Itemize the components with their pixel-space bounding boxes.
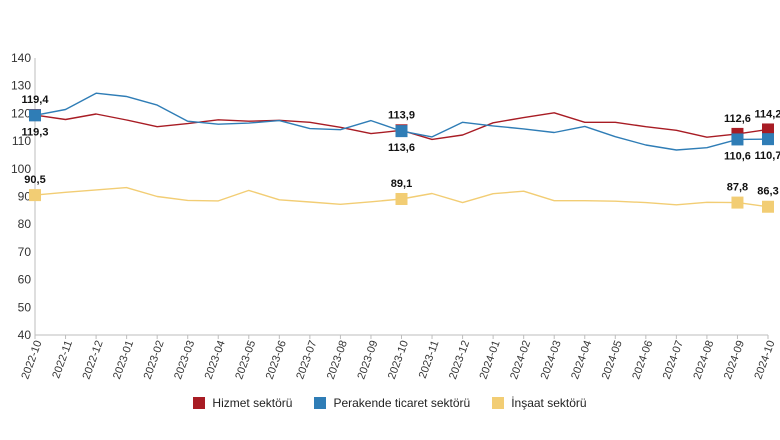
x-tick-label: 2023-04 [203,339,228,381]
x-tick-label: 2022-11 [50,339,75,380]
y-tick-label: 120 [11,106,31,120]
series-marker-1 [29,109,41,122]
x-tick-label: 2024-05 [600,339,625,381]
y-tick-label: 100 [11,162,31,176]
series-marker-1 [731,133,744,146]
series-marker-1 [395,125,408,138]
x-tick-label: 2023-03 [172,339,197,381]
y-tick-label: 90 [18,190,32,204]
data-label: 119,4 [22,94,50,106]
data-labels: 119,4 113,9 112,6 114,2 119,3 113,6 110,6 110,7… [22,94,780,198]
x-tick-label: 2024-01 [478,339,503,381]
data-label: 119,3 [22,126,49,138]
x-tick-label: 2023-12 [447,339,472,381]
legend-label-perakende: Perakende ticaret sektörü [333,396,471,410]
y-axis: 40 50 60 70 80 90 100 110 120 130 140 [11,51,36,342]
series-marker-1 [762,133,774,146]
x-tick-label: 2024-07 [661,339,686,381]
x-tick-label: 2023-09 [355,339,380,381]
x-tick-label: 2023-07 [294,339,319,381]
y-tick-label: 130 [11,79,31,93]
x-tick-label: 2023-02 [142,339,167,381]
x-tick-label: 2024-03 [539,339,564,381]
data-label: 114,2 [755,108,780,120]
data-label: 86,3 [757,186,778,198]
legend-swatch-insaat [492,397,505,409]
x-tick-label: 2024-09 [722,339,747,381]
legend-swatch-perakende [314,397,327,409]
series-marker-2 [29,189,41,202]
data-label: 87,8 [727,182,748,194]
x-tick-label: 2023-06 [264,339,289,381]
x-tick-label: 2023-01 [111,339,136,381]
x-tick-label: 2022-12 [81,339,106,381]
data-label: 89,1 [391,178,412,190]
legend-item-hizmet: Hizmet sektörü [193,396,292,410]
legend-label-insaat: İnşaat sektörü [511,396,587,410]
data-label: 113,6 [388,142,415,154]
x-tick-label: 2024-06 [630,339,655,381]
series-marker-2 [395,192,408,205]
y-tick-label: 110 [12,134,31,148]
x-tick-label: 2023-08 [325,339,350,381]
data-label: 110,6 [724,150,751,162]
data-label: 112,6 [724,113,751,125]
y-tick-label: 80 [18,217,32,231]
y-tick-label: 140 [11,51,31,65]
x-tick-label: 2024-02 [508,339,533,381]
x-tick-label: 2024-08 [691,339,716,381]
series-marker-2 [731,196,744,209]
series-marker-2 [762,200,774,213]
data-label: 113,9 [388,109,415,121]
y-tick-label: 70 [18,245,32,259]
legend-item-perakende: Perakende ticaret sektörü [314,396,470,410]
legend: Hizmet sektörü Perakende ticaret sektörü… [0,396,780,410]
x-tick-label: 2023-11 [417,339,442,380]
y-tick-label: 50 [18,300,32,314]
series-marker-0 [762,123,774,136]
data-label: 90,5 [24,174,45,186]
x-tick-label: 2024-04 [569,339,594,381]
x-tick-label: 2022-10 [19,339,44,381]
legend-item-insaat: İnşaat sektörü [492,396,587,410]
series-markers [29,109,774,213]
x-tick-label: 2023-10 [386,339,411,381]
x-tick-label: 2024-10 [752,339,777,381]
y-tick-label: 40 [18,328,32,342]
data-label: 110,7 [755,150,780,162]
legend-label-hizmet: Hizmet sektörü [212,396,293,410]
x-tick-label: 2023-05 [233,339,258,381]
legend-swatch-hizmet [193,397,206,409]
y-tick-label: 60 [18,273,32,287]
x-axis: 2022-10 2022-11 2022-12 2023-01 2023-02 2023-… [19,334,778,381]
